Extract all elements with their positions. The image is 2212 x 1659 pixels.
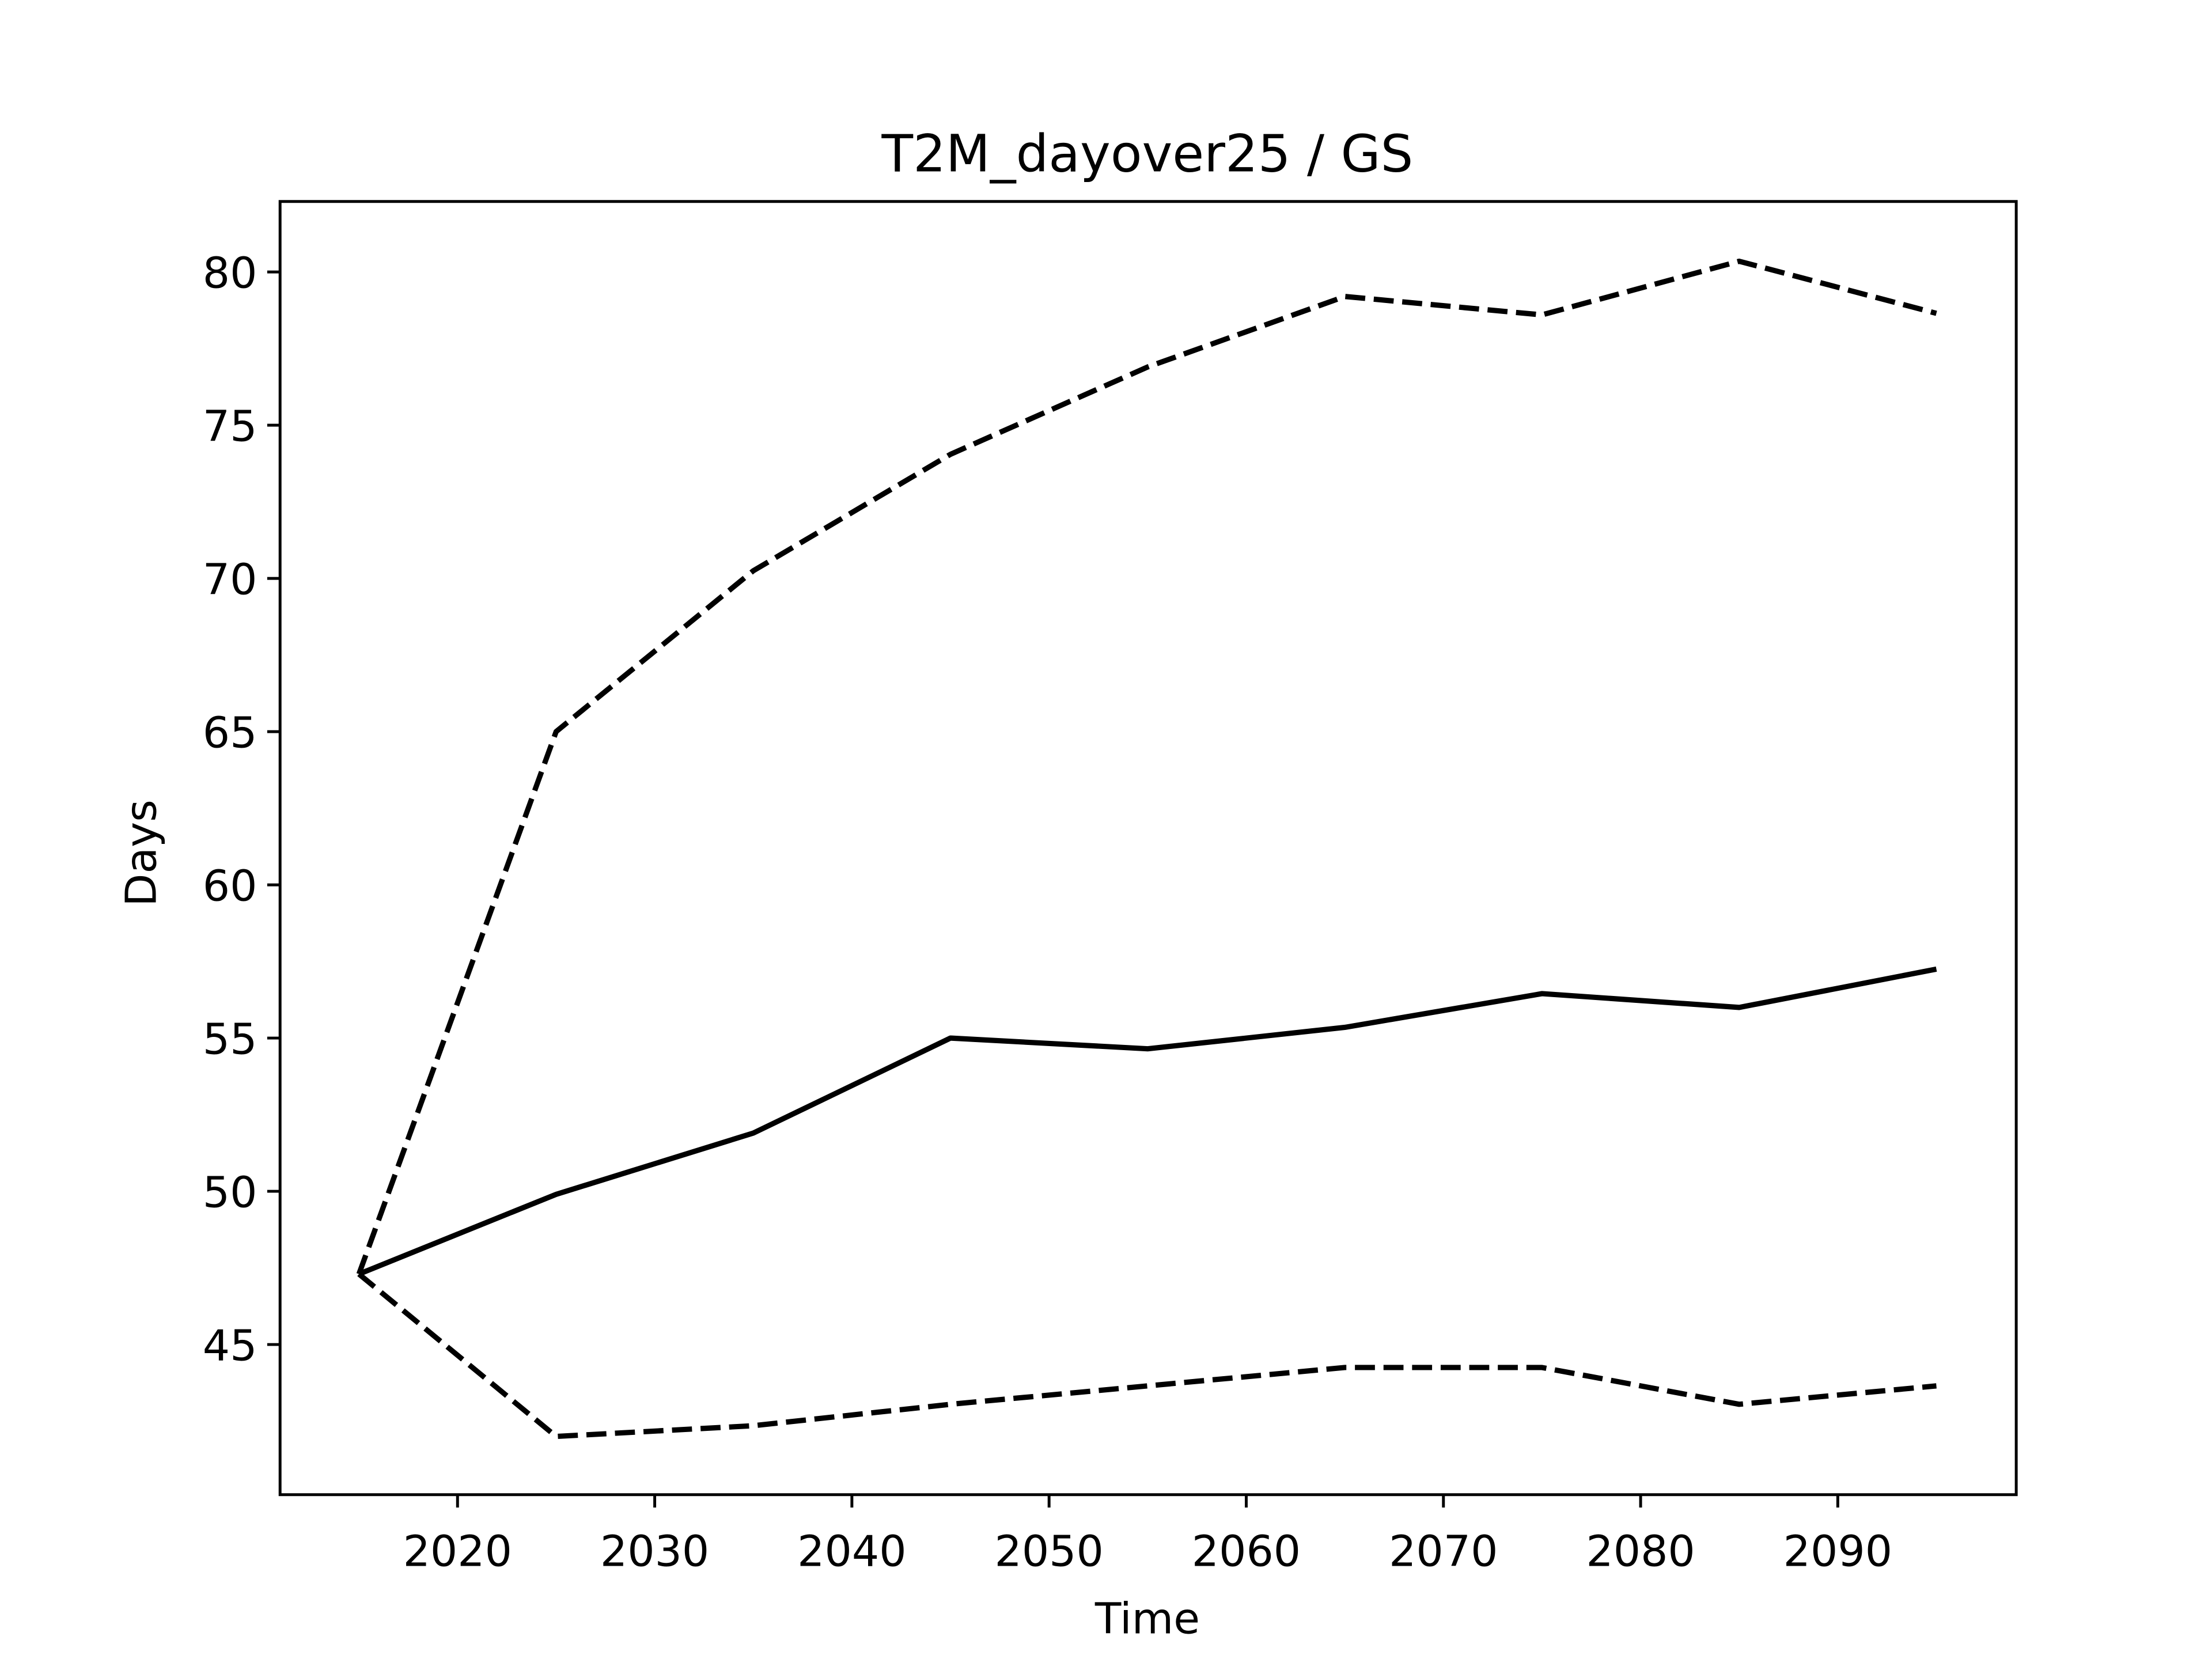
x-tick-label: 2020: [403, 1527, 512, 1577]
y-tick-label: 55: [203, 1014, 257, 1064]
line-series: [357, 1272, 1937, 1440]
chart-title: T2M_dayover25 / GS: [881, 124, 1414, 184]
y-tick-label: 80: [203, 248, 257, 298]
line-series: [356, 258, 1937, 1275]
x-tick-label: 2060: [1192, 1527, 1301, 1577]
plot-frame: [278, 200, 2018, 1497]
x-tick-label: 2040: [797, 1527, 906, 1577]
x-axis-label: Time: [1094, 1593, 1200, 1643]
y-tick-label: 60: [203, 861, 257, 911]
line-series: [358, 966, 1937, 1277]
y-axis-label: Days: [116, 800, 166, 907]
y-tick-label: 70: [203, 554, 257, 604]
x-tick-label: 2030: [600, 1527, 709, 1577]
x-tick-label: 2090: [1783, 1527, 1892, 1577]
y-tick-label: 50: [203, 1167, 257, 1217]
x-tick-label: 2050: [994, 1527, 1103, 1577]
y-tick-label: 75: [203, 401, 257, 451]
x-tick-label: 2080: [1586, 1527, 1695, 1577]
y-tick-label: 65: [203, 707, 257, 757]
x-tick-label: 2070: [1389, 1527, 1498, 1577]
y-tick-label: 45: [203, 1320, 257, 1370]
